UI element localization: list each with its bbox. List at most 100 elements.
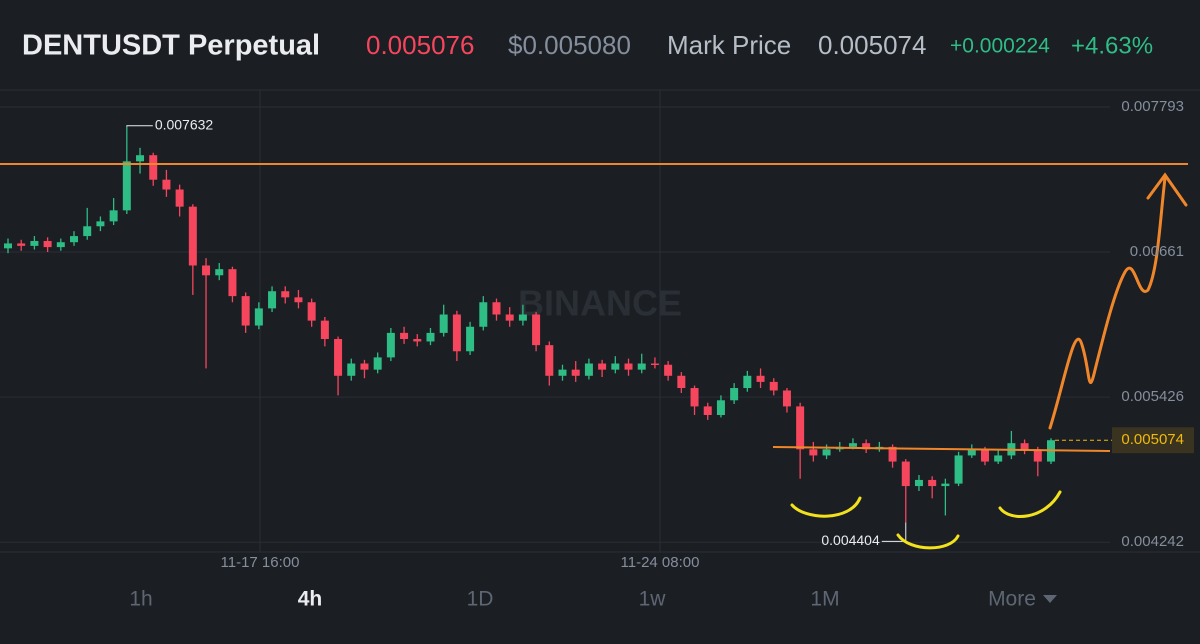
candle-body — [492, 302, 501, 315]
candle-body — [175, 189, 184, 207]
high-leader — [126, 125, 153, 127]
candle-body — [703, 406, 712, 415]
y-tick-label: 0.00661 — [1130, 243, 1184, 260]
candle-body — [188, 206, 197, 266]
candle-body — [4, 243, 12, 249]
y-tick-label: 0.005426 — [1121, 388, 1184, 405]
candle-body — [677, 375, 686, 389]
candle-body — [466, 326, 475, 352]
candle-body — [109, 210, 118, 222]
candle-body — [782, 390, 791, 407]
candle-body — [980, 449, 989, 462]
candle-body — [822, 449, 831, 456]
neckline — [772, 446, 1111, 452]
candle-body — [730, 388, 739, 401]
candle-body — [373, 357, 382, 370]
candle-body — [756, 375, 765, 382]
candle-body — [452, 314, 461, 352]
candle-body — [941, 483, 950, 487]
arrow-head — [1146, 172, 1188, 207]
timeframe-tab[interactable]: 1w — [639, 588, 667, 611]
candle-body — [664, 364, 673, 376]
candle-body — [743, 375, 752, 389]
timeframe-tab[interactable]: 1h — [129, 588, 152, 611]
candle-body — [17, 243, 26, 246]
candle-body — [848, 443, 857, 447]
price-tag: 0.005074 — [1121, 431, 1184, 448]
candle-body — [994, 455, 1003, 462]
candle-body — [347, 363, 356, 376]
candle-body — [268, 291, 277, 309]
candle-body — [149, 155, 158, 180]
candle-body — [637, 363, 646, 370]
candle-body — [426, 332, 435, 342]
candle-body — [307, 302, 316, 321]
candle-body — [888, 446, 897, 462]
candle-body — [56, 242, 65, 248]
candle-body — [690, 388, 699, 407]
candle-body — [518, 314, 527, 321]
candle-body — [439, 314, 448, 333]
y-tick-label: 0.007793 — [1121, 98, 1184, 115]
timeframe-tab[interactable]: 1M — [810, 588, 839, 611]
timeframe-tab[interactable]: More — [988, 588, 1036, 611]
index-price: $0.005080 — [508, 30, 631, 60]
candle-body — [1020, 443, 1029, 450]
candle-body — [954, 455, 963, 484]
candle-body — [571, 369, 580, 376]
candle-body — [136, 155, 145, 162]
candle-body — [584, 363, 593, 376]
candle-body — [215, 269, 224, 276]
high-label: 0.007632 — [155, 116, 214, 132]
candle-body — [162, 179, 171, 190]
candle-body — [228, 269, 237, 297]
candle-body — [320, 320, 329, 340]
candle-body — [386, 332, 395, 358]
candle-body — [558, 369, 567, 376]
candle-body — [545, 345, 554, 376]
candle-body — [413, 339, 422, 342]
candle-body — [716, 400, 725, 415]
candle-body — [334, 339, 343, 376]
candle-body — [281, 291, 290, 298]
candle-body — [796, 406, 805, 450]
candle-body — [769, 381, 778, 391]
candle-body — [294, 297, 303, 303]
symbol: DENTUSDT Perpetual — [22, 30, 320, 62]
candle-body — [70, 236, 79, 243]
candle-body — [30, 240, 39, 246]
more-caret[interactable] — [1043, 595, 1057, 603]
candle-body — [901, 461, 910, 487]
candle-body — [96, 221, 105, 227]
right-shoulder — [998, 490, 1062, 518]
candle-body — [202, 265, 211, 276]
mark-label: Mark Price — [667, 30, 791, 60]
candle-body — [1033, 449, 1042, 462]
candle-body — [83, 226, 92, 237]
candle-body — [254, 308, 263, 326]
time-label: 11-17 16:00 — [221, 554, 300, 571]
time-label: 11-24 08:00 — [621, 554, 700, 571]
watermark: BINANCE — [518, 283, 682, 324]
candle-body — [360, 363, 369, 370]
left-shoulder — [790, 496, 862, 518]
candle-body — [598, 363, 607, 370]
candle-body — [611, 363, 620, 370]
change: +0.000224 — [950, 35, 1050, 58]
candle-body — [862, 443, 871, 450]
low-label: 0.004404 — [821, 532, 880, 548]
candle-body — [624, 363, 633, 370]
candle-body — [479, 302, 488, 327]
candle-body — [241, 296, 250, 326]
candle-body — [809, 449, 818, 456]
projection-arrow — [1048, 176, 1167, 430]
timeframe-tab[interactable]: 4h — [298, 588, 323, 611]
mark-price: 0.005074 — [818, 30, 926, 60]
candle-body — [650, 363, 659, 366]
timeframe-tab[interactable]: 1D — [467, 588, 494, 611]
candle-body — [122, 161, 131, 211]
candle-body — [967, 449, 976, 456]
price-tag-box — [1112, 427, 1194, 454]
